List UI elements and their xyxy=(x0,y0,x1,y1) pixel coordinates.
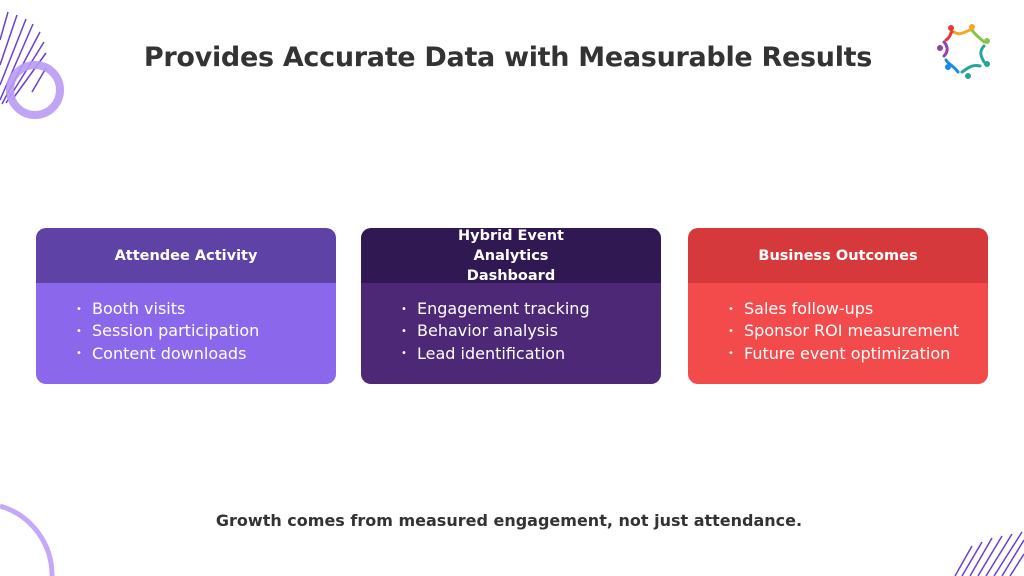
card-header: Attendee Activity xyxy=(36,228,336,283)
card-business-outcomes: Business Outcomes Sales follow-ups Spons… xyxy=(688,228,988,384)
card-header: Business Outcomes xyxy=(688,228,988,283)
list-item: Sales follow-ups xyxy=(728,298,988,320)
card-attendee-activity: Attendee Activity Booth visits Session p… xyxy=(36,228,336,384)
card-body: Booth visits Session participation Conte… xyxy=(36,283,336,384)
decorative-ring-top-left xyxy=(6,61,64,119)
people-circle-logo xyxy=(937,24,990,79)
list-item: Future event optimization xyxy=(728,343,988,365)
card-analytics-dashboard: Hybrid Event Analytics Dashboard Engagem… xyxy=(361,228,661,384)
card-header: Hybrid Event Analytics Dashboard xyxy=(361,228,661,284)
card-body: Engagement tracking Behavior analysis Le… xyxy=(361,283,661,384)
list-item: Lead identification xyxy=(401,343,661,365)
list-item: Sponsor ROI measurement xyxy=(728,320,988,342)
decorative-stripes-bottom-right xyxy=(954,531,1024,576)
footer-tagline: Growth comes from measured engagement, n… xyxy=(215,511,803,530)
page-title: Provides Accurate Data with Measurable R… xyxy=(143,42,873,73)
card-body: Sales follow-ups Sponsor ROI measurement… xyxy=(688,283,988,384)
decorative-ring-bottom-left xyxy=(0,503,55,576)
list-item: Session participation xyxy=(76,320,336,342)
list-item: Booth visits xyxy=(76,298,336,320)
list-item: Engagement tracking xyxy=(401,298,661,320)
list-item: Content downloads xyxy=(76,343,336,365)
list-item: Behavior analysis xyxy=(401,320,661,342)
